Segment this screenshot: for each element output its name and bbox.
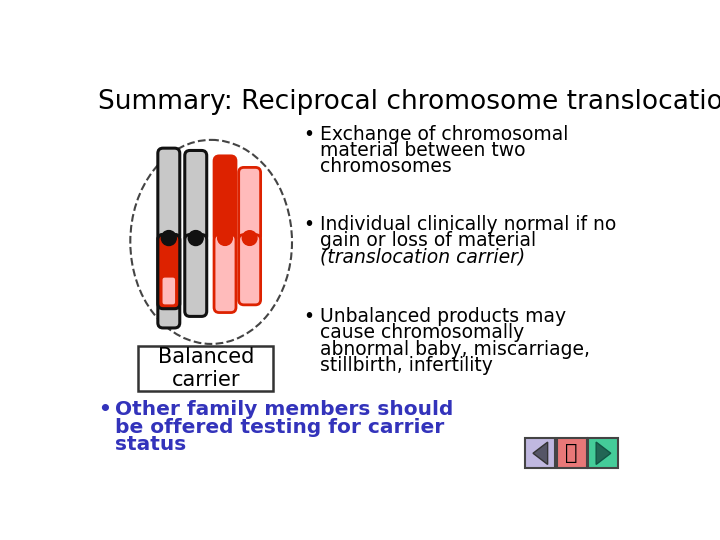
FancyBboxPatch shape (588, 438, 618, 468)
Text: (translocation carrier): (translocation carrier) (320, 247, 526, 266)
Text: stillbirth, infertility: stillbirth, infertility (320, 356, 493, 375)
Text: cause chromosomally: cause chromosomally (320, 323, 525, 342)
Text: •: • (304, 215, 315, 234)
Polygon shape (533, 442, 548, 464)
FancyBboxPatch shape (526, 438, 555, 468)
FancyBboxPatch shape (214, 234, 236, 313)
FancyBboxPatch shape (158, 148, 180, 241)
FancyBboxPatch shape (138, 346, 273, 390)
FancyBboxPatch shape (557, 438, 587, 468)
FancyBboxPatch shape (161, 276, 176, 306)
Text: abnormal baby, miscarriage,: abnormal baby, miscarriage, (320, 340, 590, 359)
Text: •: • (98, 400, 111, 419)
Text: be offered testing for carrier: be offered testing for carrier (115, 417, 444, 437)
FancyBboxPatch shape (158, 234, 180, 309)
FancyBboxPatch shape (158, 234, 180, 328)
Text: gain or loss of material: gain or loss of material (320, 231, 536, 250)
Text: status: status (115, 435, 186, 455)
Circle shape (218, 232, 232, 245)
FancyBboxPatch shape (238, 167, 261, 241)
Text: Balanced
carrier: Balanced carrier (158, 347, 254, 390)
Text: Other family members should: Other family members should (115, 400, 454, 419)
Text: Exchange of chromosomal: Exchange of chromosomal (320, 125, 569, 144)
FancyBboxPatch shape (214, 156, 236, 241)
Text: Unbalanced products may: Unbalanced products may (320, 307, 567, 326)
Circle shape (162, 232, 176, 245)
FancyBboxPatch shape (185, 151, 207, 241)
FancyBboxPatch shape (185, 234, 207, 316)
Text: 🏠: 🏠 (565, 443, 577, 463)
Polygon shape (596, 442, 611, 464)
Circle shape (243, 232, 256, 245)
Text: Summary: Reciprocal chromosome translocation: Summary: Reciprocal chromosome transloca… (98, 90, 720, 116)
Text: chromosomes: chromosomes (320, 157, 452, 176)
Text: •: • (304, 125, 315, 144)
Text: Individual clinically normal if no: Individual clinically normal if no (320, 215, 617, 234)
Text: •: • (304, 307, 315, 326)
Circle shape (189, 232, 202, 245)
FancyBboxPatch shape (238, 234, 261, 305)
Text: material between two: material between two (320, 141, 526, 160)
